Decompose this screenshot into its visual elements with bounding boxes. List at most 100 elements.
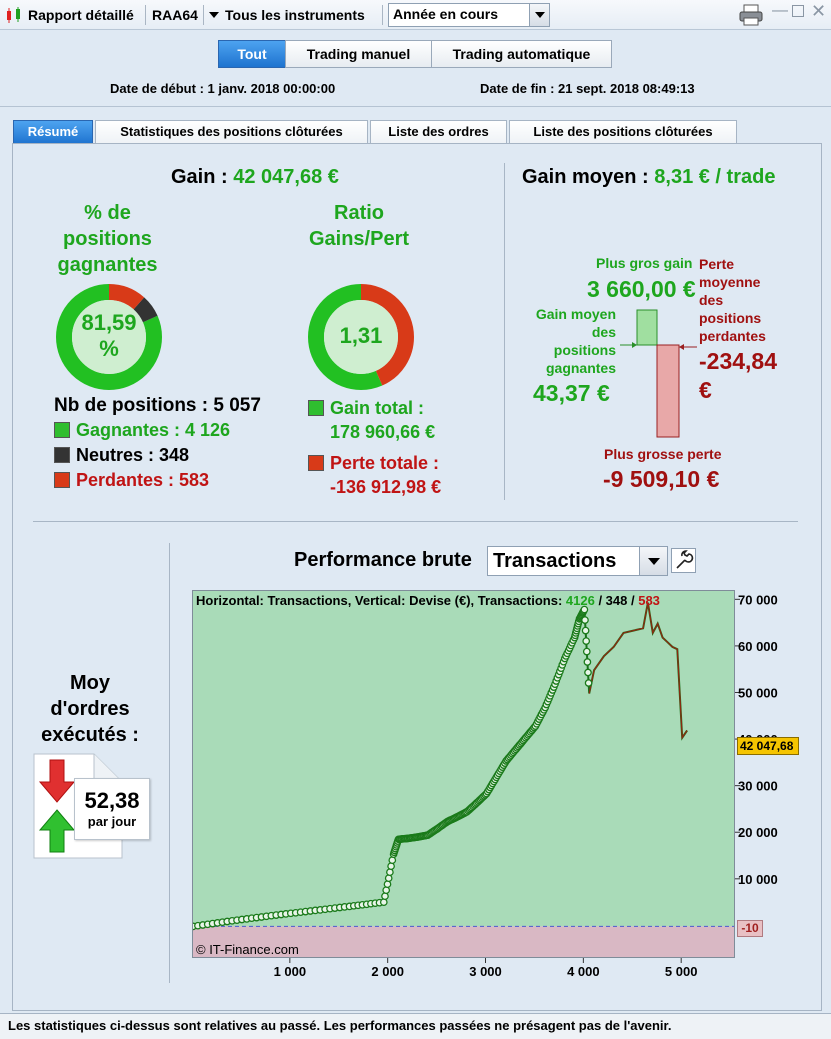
performance-select-button[interactable] (639, 547, 667, 575)
printer-icon[interactable] (738, 4, 764, 26)
mode-button-all[interactable]: Tout (218, 40, 286, 68)
tab-closed-positions-list[interactable]: Liste des positions clôturées (509, 120, 737, 144)
ratio-title-line: Ratio (334, 202, 384, 224)
positions-count: Nb de positions : 5 057 (54, 395, 261, 416)
orders-title-line: Moy (70, 672, 110, 694)
tab-summary[interactable]: Résumé (13, 120, 93, 144)
y-tick-label: 70 000 (738, 592, 778, 607)
arrow-down-icon (38, 759, 76, 803)
avg-loss-label-line: des (699, 292, 724, 308)
period-select-button[interactable] (529, 4, 549, 26)
arrow-left-icon (679, 344, 684, 350)
average-gain-value: 8,31 € / trade (654, 166, 776, 188)
losing-count: Perdantes : 583 (54, 470, 209, 491)
performance-select[interactable]: Transactions (487, 546, 668, 576)
performance-select-value: Transactions (493, 550, 617, 572)
avg-win-label-line: Gain moyen (535, 306, 616, 322)
divider (169, 543, 170, 983)
x-tick-label: 5 000 (665, 964, 698, 979)
avg-win-value: 43,37 € (533, 380, 610, 406)
largest-gain-value: 3 660,00 € (587, 276, 696, 302)
win-rate-title-line: positions (63, 228, 152, 250)
arrow-up-icon (38, 809, 76, 853)
x-tick-label: 1 000 (274, 964, 307, 979)
tab-closed-positions-stats[interactable]: Statistiques des positions clôturées (95, 120, 368, 144)
avg-win-label-line: gagnantes (545, 360, 616, 376)
win-rate-unit: % (99, 336, 119, 361)
legend-square-black-icon (54, 447, 70, 463)
disclaimer-text: Les statistiques ci-dessus sont relative… (8, 1018, 672, 1033)
trade-marker (580, 605, 589, 614)
avg-loss-label: Perte moyenne des positions perdantes (699, 255, 766, 345)
avg-loss-unit: € (699, 377, 712, 403)
orders-unit: par jour (87, 814, 137, 829)
neutral-count: Neutres : 348 (54, 445, 189, 466)
average-gain-header: Gain moyen : 8,31 € / trade (522, 166, 775, 189)
triangle-down-icon (209, 12, 219, 18)
legend-square-red-icon (308, 455, 324, 471)
period-select-value: Année en cours (393, 6, 499, 22)
performance-title: Performance brute (294, 549, 472, 571)
winning-count-text: Gagnantes : 4 126 (76, 420, 231, 440)
trade-marker (581, 626, 590, 635)
account-label[interactable]: RAA64 (152, 7, 198, 23)
trade-marker (584, 679, 593, 687)
win-rate-number: 81,59 (81, 310, 137, 335)
total-loss: Perte totale : -136 912,98 € (308, 451, 441, 499)
orders-value-box: 52,38 par jour (74, 778, 150, 840)
avg-loss-label-line: Perte (699, 256, 735, 272)
trade-marker (582, 647, 591, 656)
chart-header-wins: 4126 (565, 593, 595, 608)
win-rate-title-line: % de (84, 202, 131, 224)
win-rate-title-line: gagnantes (57, 254, 158, 276)
trade-marker (582, 637, 591, 645)
maximize-button[interactable] (792, 5, 804, 17)
total-gain: Gain total : 178 960,66 € (308, 396, 435, 444)
x-tick-label: 3 000 (469, 964, 502, 979)
watermark: © IT-Finance.com (196, 942, 299, 957)
winning-count: Gagnantes : 4 126 (54, 420, 230, 441)
legend-square-red-icon (54, 472, 70, 488)
avg-win-label-line: positions (553, 342, 616, 358)
candlestick-icon (7, 7, 20, 23)
avg-loss-number: -234,84 (699, 348, 778, 374)
minimize-button[interactable]: — (772, 2, 788, 19)
chart-settings-button[interactable] (671, 548, 696, 573)
largest-gain-label: Plus gros gain (596, 255, 693, 271)
gain-label: Gain : (171, 166, 228, 188)
win-rate-value: 81,59 % (54, 310, 164, 362)
chart-header-text: Horizontal: Transactions, Vertical: Devi… (196, 593, 563, 608)
divider (504, 163, 505, 500)
period-select[interactable]: Année en cours (388, 3, 550, 27)
negative-zone (193, 926, 734, 957)
end-date: Date de fin : 21 sept. 2018 08:49:13 (480, 81, 695, 96)
legend-square-green-icon (308, 400, 324, 416)
performance-chart (193, 591, 734, 957)
divider (33, 521, 798, 522)
avg-loss-label-line: perdantes (699, 328, 766, 344)
total-loss-value: -136 912,98 € (330, 477, 442, 497)
x-tick-label: 2 000 (371, 964, 404, 979)
y-tick-label: 20 000 (738, 825, 778, 840)
average-gain-label: Gain moyen : (522, 166, 649, 188)
avg-loss-value: -234,84 € (699, 347, 777, 405)
chart-header-separator: / (627, 593, 639, 608)
close-button[interactable]: ✕ (811, 1, 827, 21)
chevron-down-icon (648, 558, 660, 565)
mode-button-automatic[interactable]: Trading automatique (431, 40, 612, 68)
x-tick-label: 4 000 (567, 964, 600, 979)
orders-title-line: d'ordres (50, 698, 130, 720)
disclaimer-footer: Les statistiques ci-dessus sont relative… (0, 1013, 831, 1039)
instruments-filter-label: Tous les instruments (225, 7, 365, 23)
total-loss-label: Perte totale : (330, 453, 440, 473)
chart-header-neutral: 348 (605, 593, 628, 608)
gain-value: 42 047,68 € (233, 166, 339, 188)
avg-loss-label-line: positions (699, 310, 762, 326)
ratio-title-line: Gains/Pert (308, 228, 410, 250)
mode-button-manual[interactable]: Trading manuel (285, 40, 432, 68)
y-tick-label: 10 000 (738, 872, 778, 887)
avg-win-label-line: des (591, 324, 616, 340)
tab-orders-list[interactable]: Liste des ordres (370, 120, 507, 144)
zero-line-label: -10 (737, 920, 763, 937)
